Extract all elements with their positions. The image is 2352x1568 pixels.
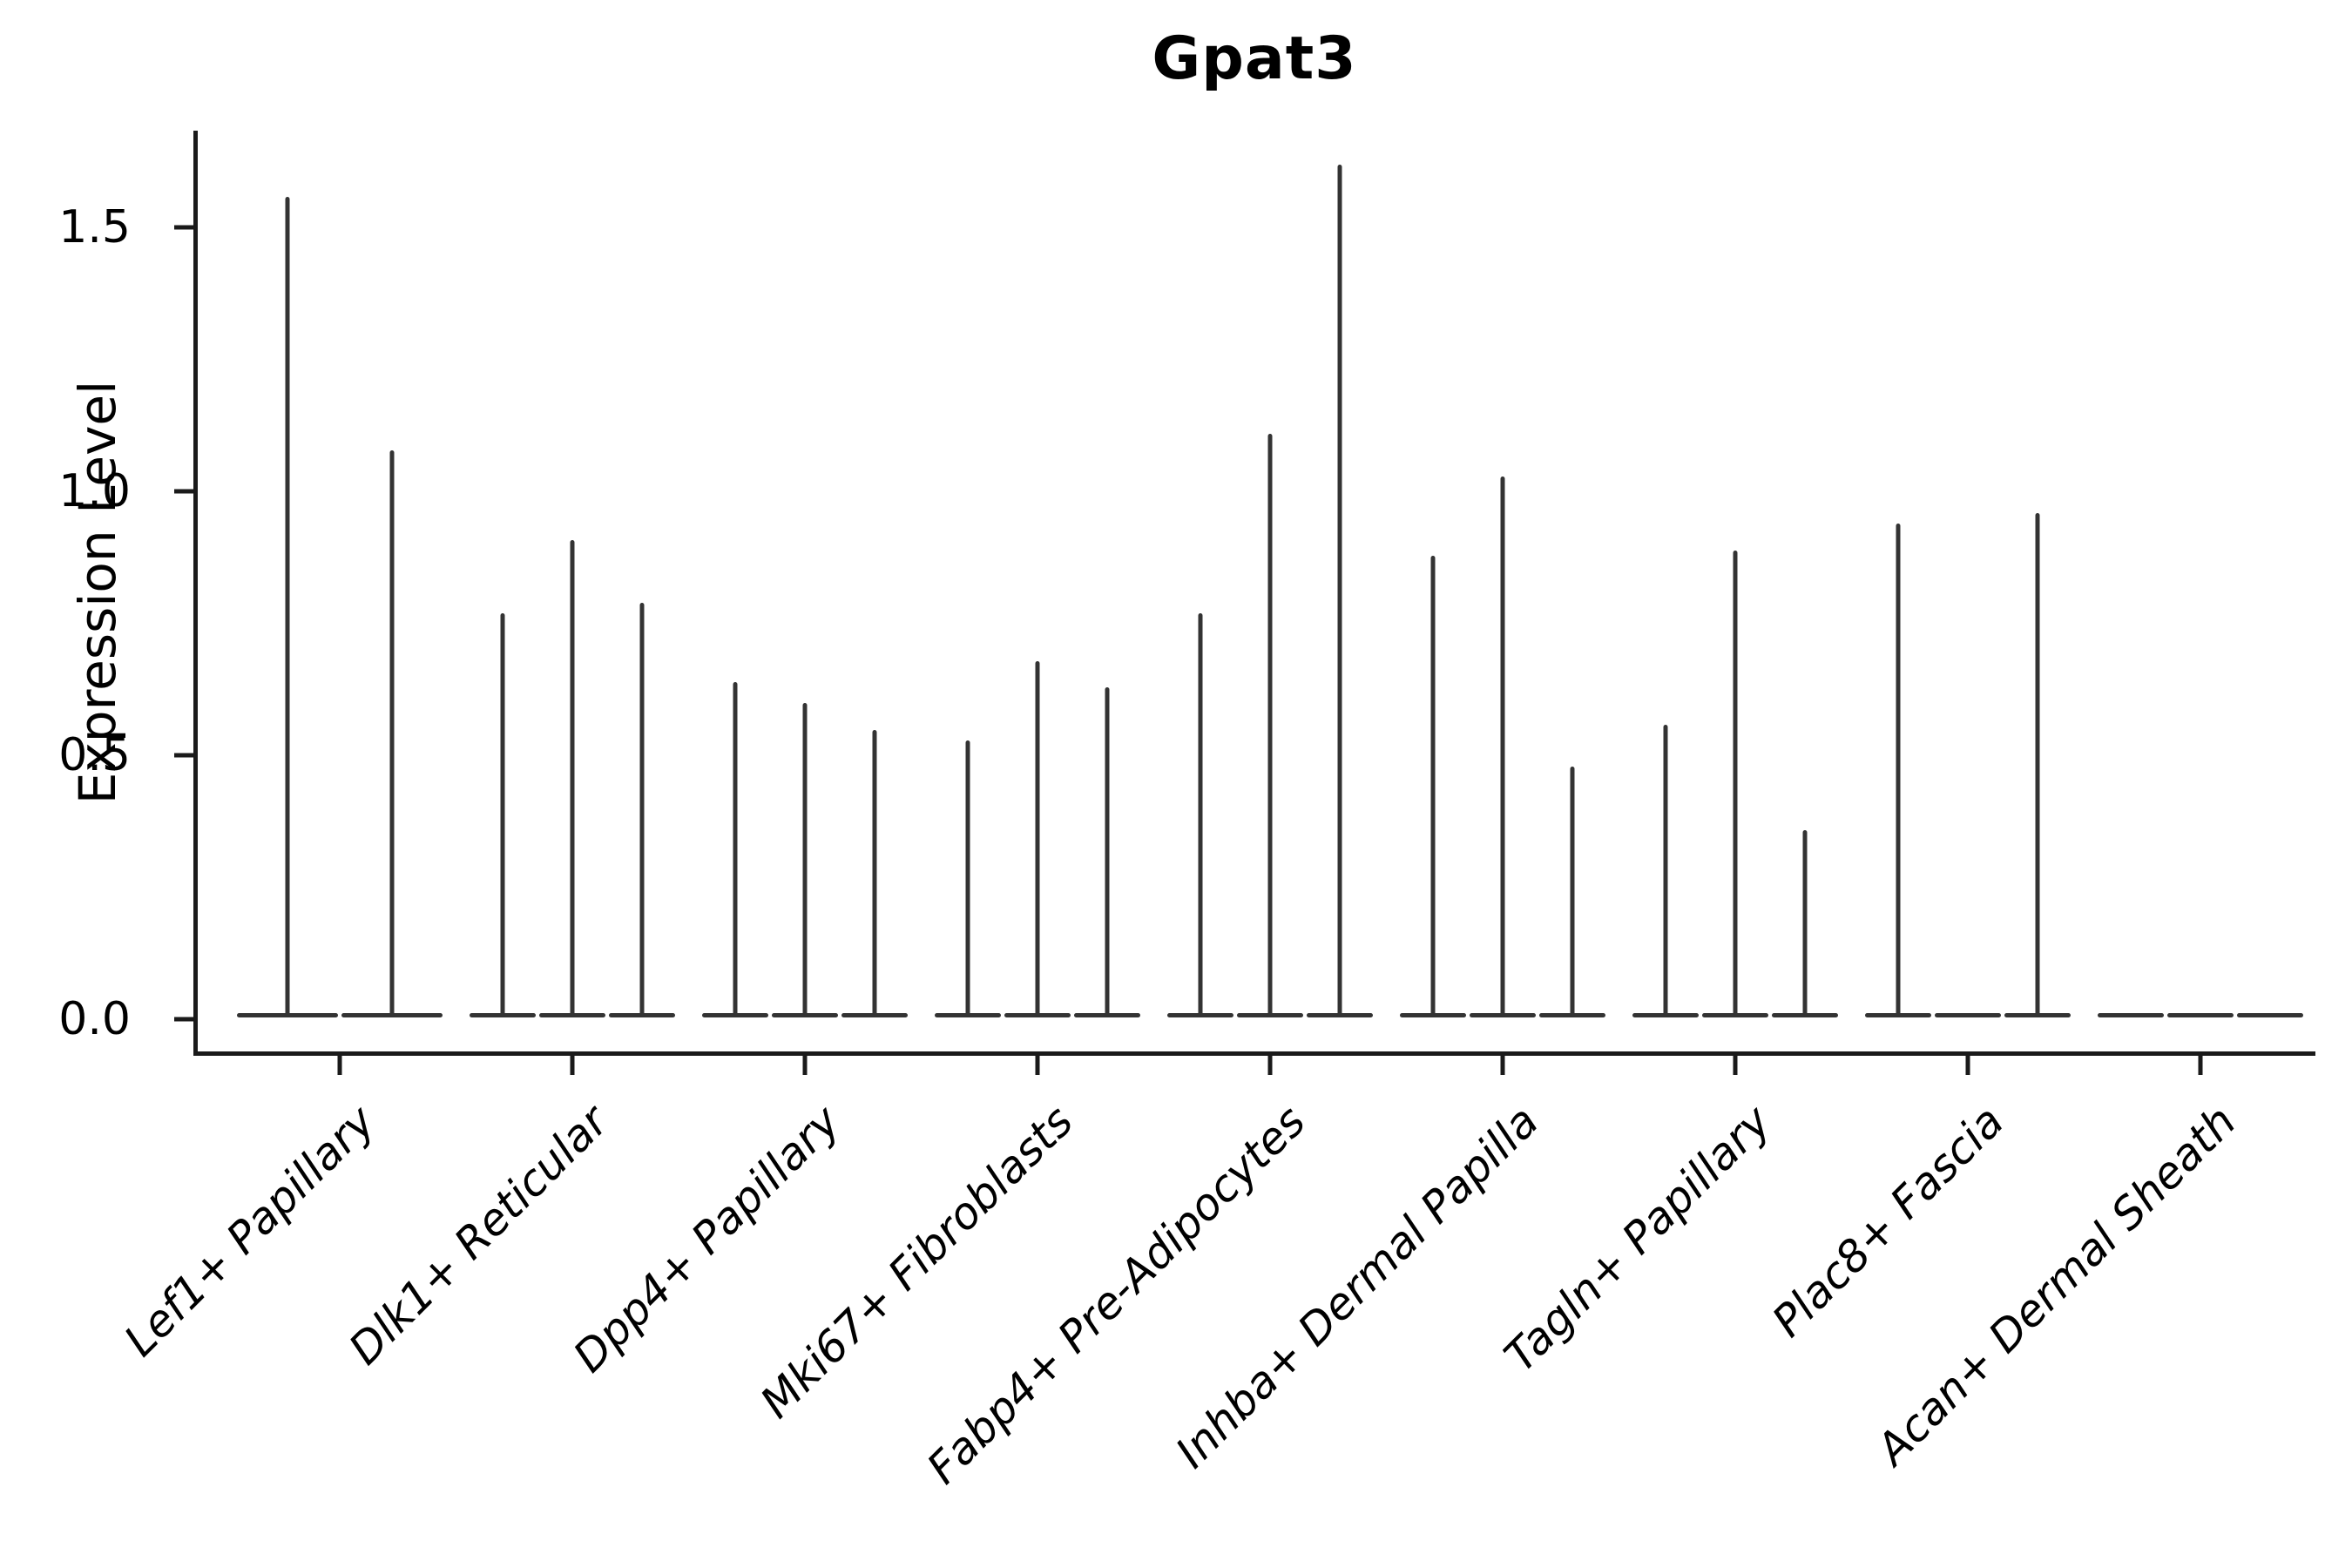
violin-baseline	[1865, 1012, 1931, 1017]
violin-density-spike	[1500, 476, 1505, 1015]
x-axis-tick	[570, 1056, 575, 1075]
x-axis-tick	[2198, 1056, 2203, 1075]
chart-title: Gpat3	[1152, 24, 1357, 93]
y-tick-label: 0.5	[58, 729, 131, 781]
violin-density-spike	[802, 703, 808, 1015]
y-axis-tick	[174, 1017, 193, 1022]
violin-baseline	[1470, 1012, 1536, 1017]
violin-density-spike	[570, 539, 575, 1015]
violin-baseline	[470, 1012, 536, 1017]
violin-baseline	[935, 1012, 1001, 1017]
x-axis-tick	[337, 1056, 342, 1075]
x-tick-label: Lef1+ Papillary	[114, 1096, 386, 1367]
violin-baseline	[341, 1012, 443, 1017]
violin-baseline	[841, 1012, 908, 1017]
violin-baseline	[1632, 1012, 1699, 1017]
x-axis-tick	[802, 1056, 808, 1075]
y-tick-label: 1.0	[58, 465, 131, 517]
y-axis-tick	[174, 753, 193, 758]
violin-density-spike	[639, 603, 645, 1015]
violin-density-spike	[500, 613, 505, 1015]
violin-density-spike	[1198, 613, 1203, 1015]
violin-density-spike	[872, 729, 877, 1015]
x-axis-tick	[1733, 1056, 1738, 1075]
violin-density-spike	[1896, 524, 1901, 1015]
violin-density-spike	[1105, 687, 1110, 1015]
violin-density-spike	[1035, 660, 1040, 1015]
x-axis-tick	[1965, 1056, 1970, 1075]
violin-density-spike	[1267, 434, 1273, 1015]
violin-baseline	[1074, 1012, 1140, 1017]
violin-density-spike	[285, 196, 290, 1015]
violin-baseline	[1307, 1012, 1373, 1017]
violin-baseline	[1400, 1012, 1466, 1017]
violin-baseline	[1004, 1012, 1071, 1017]
violin-density-spike	[1430, 555, 1436, 1015]
violin-baseline	[2098, 1012, 2164, 1017]
violin-density-spike	[1663, 724, 1668, 1015]
y-tick-label: 1.5	[58, 201, 131, 253]
violin-baseline	[1772, 1012, 1838, 1017]
y-axis-tick	[174, 489, 193, 494]
violin-baseline	[1237, 1012, 1303, 1017]
violin-density-spike	[965, 740, 970, 1015]
violin-baseline	[539, 1012, 605, 1017]
violin-density-spike	[389, 449, 395, 1015]
violin-baseline	[237, 1012, 338, 1017]
x-axis-tick	[1500, 1056, 1505, 1075]
x-tick-label: Fabp4+ Pre-Adipocytes	[917, 1096, 1316, 1494]
violin-density-spike	[733, 682, 738, 1015]
violin-baseline	[772, 1012, 838, 1017]
violin-baseline	[2004, 1012, 2071, 1017]
y-tick-label: 0.0	[58, 993, 131, 1045]
violin-baseline	[1935, 1012, 2001, 1017]
x-tick-label: Plac8+ Fascia	[1762, 1096, 2014, 1347]
violin-baseline	[609, 1012, 675, 1017]
violin-baseline	[1539, 1012, 1605, 1017]
violin-baseline	[1167, 1012, 1233, 1017]
violin-density-spike	[2035, 513, 2040, 1015]
plot-area: 0.0 0.5 1.0 1.5 Lef1+ Papillary Dlk1+ Reticul…	[58, 131, 2315, 1494]
violin-density-spike	[1337, 165, 1342, 1015]
x-axis-tick	[1267, 1056, 1273, 1075]
violin-density-spike	[1802, 829, 1808, 1015]
violin-baseline	[2167, 1012, 2234, 1017]
violin-baseline	[1702, 1012, 1768, 1017]
violin-density-spike	[1570, 767, 1575, 1015]
y-axis-tick	[174, 225, 193, 230]
violin-baseline	[2237, 1012, 2303, 1017]
violin-baseline	[702, 1012, 768, 1017]
x-axis-tick	[1035, 1056, 1040, 1075]
violin-density-spike	[1733, 550, 1738, 1015]
